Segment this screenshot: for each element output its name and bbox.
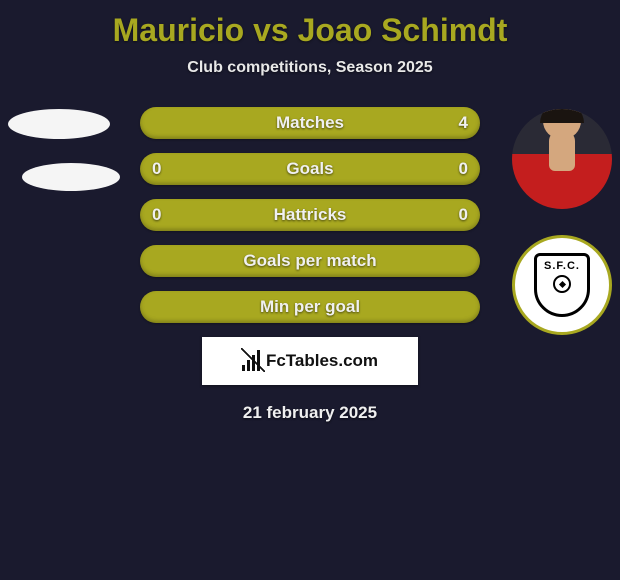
- bar-chart-icon: [242, 351, 260, 371]
- left-player-avatar-placeholder: [8, 109, 110, 139]
- stat-right-value: 0: [459, 205, 468, 225]
- stat-label: Min per goal: [260, 297, 360, 317]
- stat-left-value: 0: [152, 205, 161, 225]
- stat-label: Goals per match: [243, 251, 376, 271]
- stat-left-value: 0: [152, 159, 161, 179]
- club-abbrev: S.F.C.: [544, 260, 580, 272]
- stat-right-value: 0: [459, 159, 468, 179]
- stat-label: Matches: [276, 113, 344, 133]
- content-area: S.F.C. Matches 4 0 Goals 0 0 Hattricks 0…: [0, 107, 620, 423]
- soccer-ball-icon: [553, 275, 571, 293]
- stat-label: Hattricks: [274, 205, 347, 225]
- left-player-column: [8, 109, 120, 191]
- branding-box: FcTables.com: [202, 337, 418, 385]
- club-shield-icon: S.F.C.: [534, 253, 590, 317]
- comparison-title: Mauricio vs Joao Schimdt: [0, 0, 620, 49]
- left-club-avatar-placeholder: [22, 163, 120, 191]
- stats-bars: Matches 4 0 Goals 0 0 Hattricks 0 Goals …: [140, 107, 480, 323]
- right-club-logo: S.F.C.: [512, 235, 612, 335]
- stat-right-value: 4: [459, 113, 468, 133]
- stat-bar-min-per-goal: Min per goal: [140, 291, 480, 323]
- stat-bar-matches: Matches 4: [140, 107, 480, 139]
- stat-bar-goals-per-match: Goals per match: [140, 245, 480, 277]
- comparison-subtitle: Club competitions, Season 2025: [0, 59, 620, 77]
- right-player-avatar: [512, 109, 612, 209]
- avatar-hair: [540, 109, 584, 123]
- branding-text: FcTables.com: [266, 351, 378, 371]
- stat-bar-hattricks: 0 Hattricks 0: [140, 199, 480, 231]
- stat-bar-goals: 0 Goals 0: [140, 153, 480, 185]
- right-player-column: S.F.C.: [512, 109, 612, 335]
- comparison-date: 21 february 2025: [0, 403, 620, 423]
- stat-label: Goals: [286, 159, 333, 179]
